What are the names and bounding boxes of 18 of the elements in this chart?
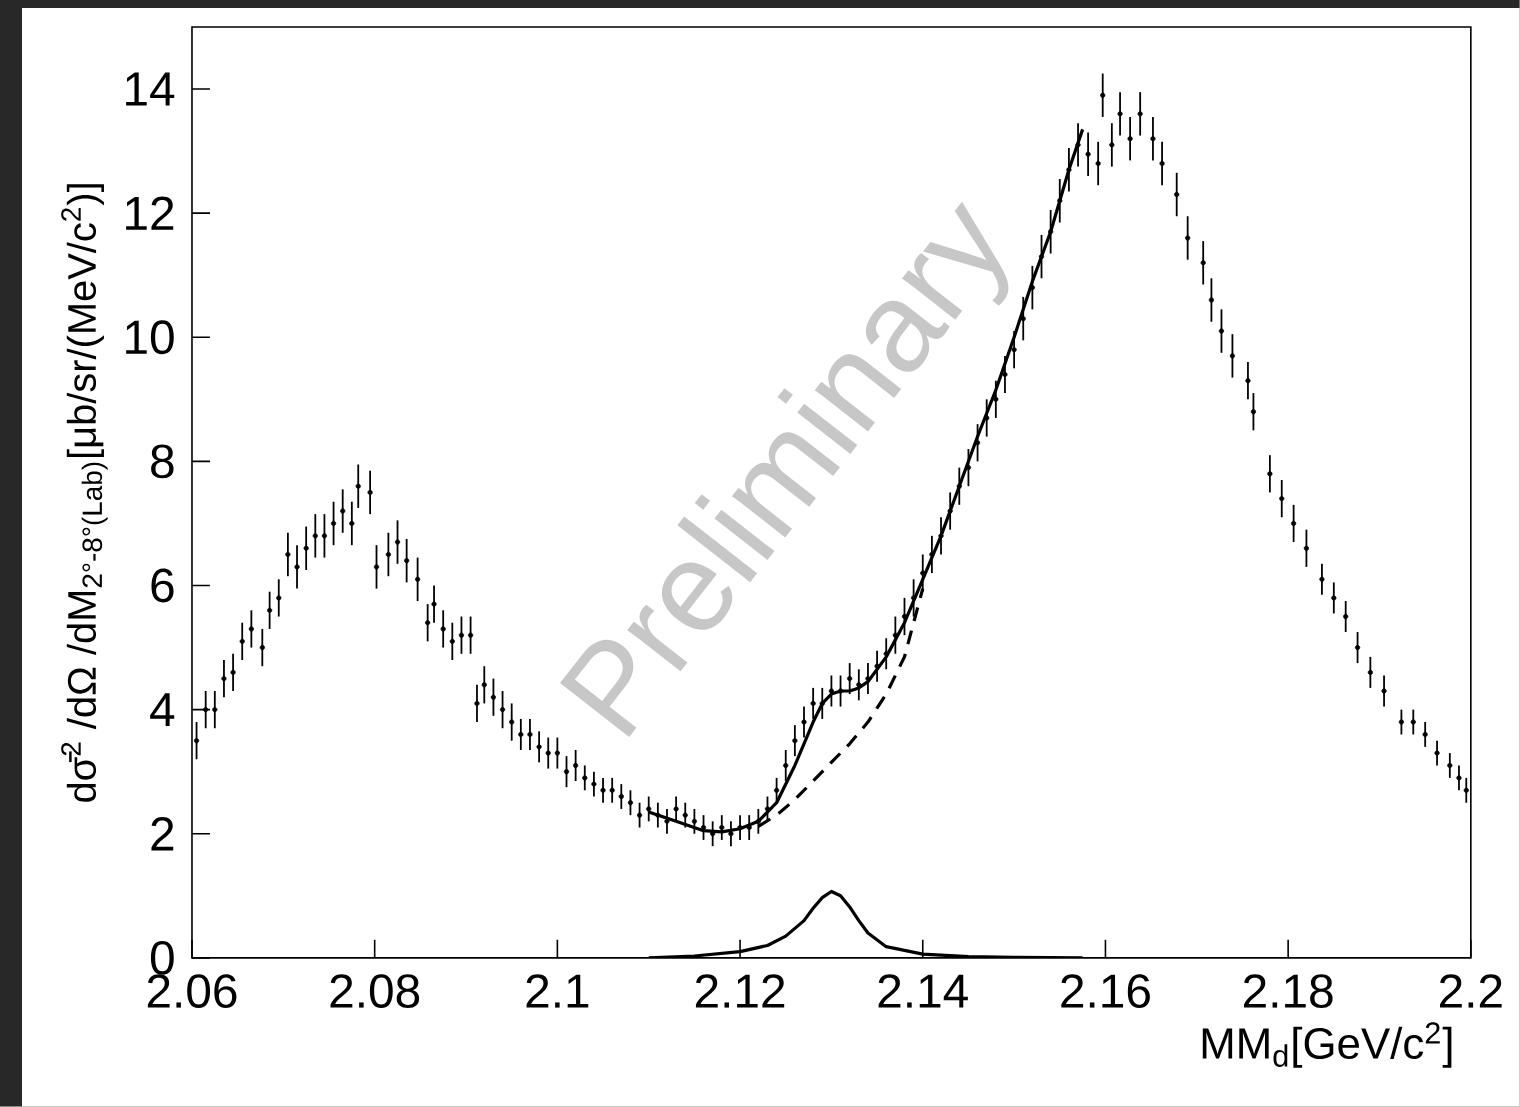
x-tick-label: 2.14 xyxy=(878,974,968,1008)
y-tick-label: 2 xyxy=(151,817,174,851)
y-tick-label: 8 xyxy=(151,444,174,479)
y-tick-label: 6 xyxy=(151,568,174,603)
y-tick-label: 4 xyxy=(150,693,175,727)
x-tick-label: 2.18 xyxy=(1244,974,1333,1009)
x-tick-label: 2.1 xyxy=(526,974,589,1008)
x-tick-label: 2.08 xyxy=(330,974,420,1009)
x-tick-label: 2.06 xyxy=(147,974,237,1009)
y-axis-title: dσ̄$^{2}$ /dΩ /dM$_{2°-8°(Lab)}$[μb/sr/(MeV/c$^{2}$)] xyxy=(61,184,108,802)
x-axis-title: MM$_{d}$[GeV/c$^{2}$] xyxy=(1202,1022,1452,1068)
y-tick-label: 14 xyxy=(126,72,175,106)
x-tick-label: 2.12 xyxy=(695,974,785,1008)
y-tick-label: 10 xyxy=(126,320,174,355)
y-tick-label: 0 xyxy=(150,941,174,975)
x-tick-label: 2.16 xyxy=(1061,974,1150,1009)
x-tick-label: 2.2 xyxy=(1440,974,1502,1008)
y-tick-label: 12 xyxy=(126,196,174,230)
